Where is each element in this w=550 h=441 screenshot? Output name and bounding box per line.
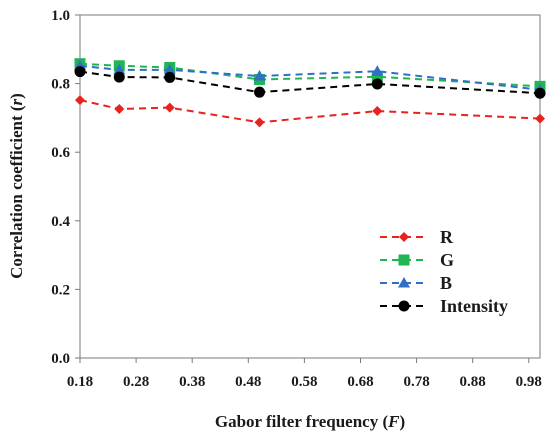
data-point-r <box>254 117 265 128</box>
data-point-intensity <box>74 66 86 78</box>
x-tick-label: 0.48 <box>235 374 261 390</box>
series-line-b <box>79 64 541 91</box>
legend-item-r: R <box>380 227 454 247</box>
legend-label: Intensity <box>440 296 508 316</box>
legend-label: R <box>440 227 454 247</box>
x-tick-label: 0.78 <box>403 374 429 390</box>
data-point-b <box>371 65 384 76</box>
data-point-b <box>253 70 266 81</box>
x-axis-title: Gabor filter frequency (F) <box>215 412 405 431</box>
data-point-g <box>371 71 383 83</box>
x-tick-label: 0.18 <box>67 374 93 390</box>
legend-marker <box>398 254 410 266</box>
data-point-intensity <box>164 71 176 83</box>
data-point-b <box>113 63 126 75</box>
data-point-intensity <box>534 87 546 99</box>
plot-area <box>79 14 541 359</box>
series-layer <box>74 58 546 128</box>
data-point-r <box>164 102 175 113</box>
y-tick-label: 0.4 <box>51 214 70 230</box>
legend-item-b: B <box>380 273 452 293</box>
y-tick-label: 1.0 <box>51 8 70 24</box>
series-line-r <box>79 99 541 124</box>
x-tick-label: 0.58 <box>291 374 317 390</box>
legend-marker <box>398 277 410 288</box>
x-tick-label: 0.68 <box>347 374 373 390</box>
legend-label: G <box>440 250 454 270</box>
data-point-intensity <box>254 86 266 98</box>
series-b <box>74 59 546 95</box>
data-point-r <box>75 95 85 106</box>
series-intensity <box>74 66 546 99</box>
x-tick-label: 0.88 <box>460 374 486 390</box>
y-axis-title: Correlation coefficient (r) <box>7 93 26 279</box>
legend-item-intensity: Intensity <box>380 296 508 316</box>
legend: RGB Intensity <box>380 227 508 316</box>
legend-label: B <box>440 273 452 293</box>
y-tick-label: 0.0 <box>51 351 70 367</box>
series-r <box>75 95 545 128</box>
data-point-r <box>535 113 545 124</box>
legend-item-g: G <box>380 250 454 270</box>
y-tick-label: 0.6 <box>51 145 70 161</box>
x-tick-label: 0.38 <box>179 374 205 390</box>
data-point-b <box>163 63 176 75</box>
data-point-r <box>114 103 125 114</box>
y-axis: 0.0 0.2 0.4 0.6 0.8 1.0 <box>51 8 80 367</box>
x-tick-label: 0.28 <box>123 374 149 390</box>
y-tick-label: 0.8 <box>51 77 70 93</box>
x-tick-label: 0.98 <box>516 374 542 390</box>
x-axis: 0.18 0.28 0.38 0.48 0.58 0.68 0.78 0.88 0.98 <box>67 358 542 390</box>
data-point-intensity <box>113 71 125 83</box>
legend-marker <box>399 232 409 242</box>
data-point-r <box>372 106 383 117</box>
series-line-intensity <box>79 70 541 95</box>
legend-marker <box>398 300 410 312</box>
data-point-intensity <box>371 78 383 90</box>
y-tick-label: 0.2 <box>51 282 70 298</box>
